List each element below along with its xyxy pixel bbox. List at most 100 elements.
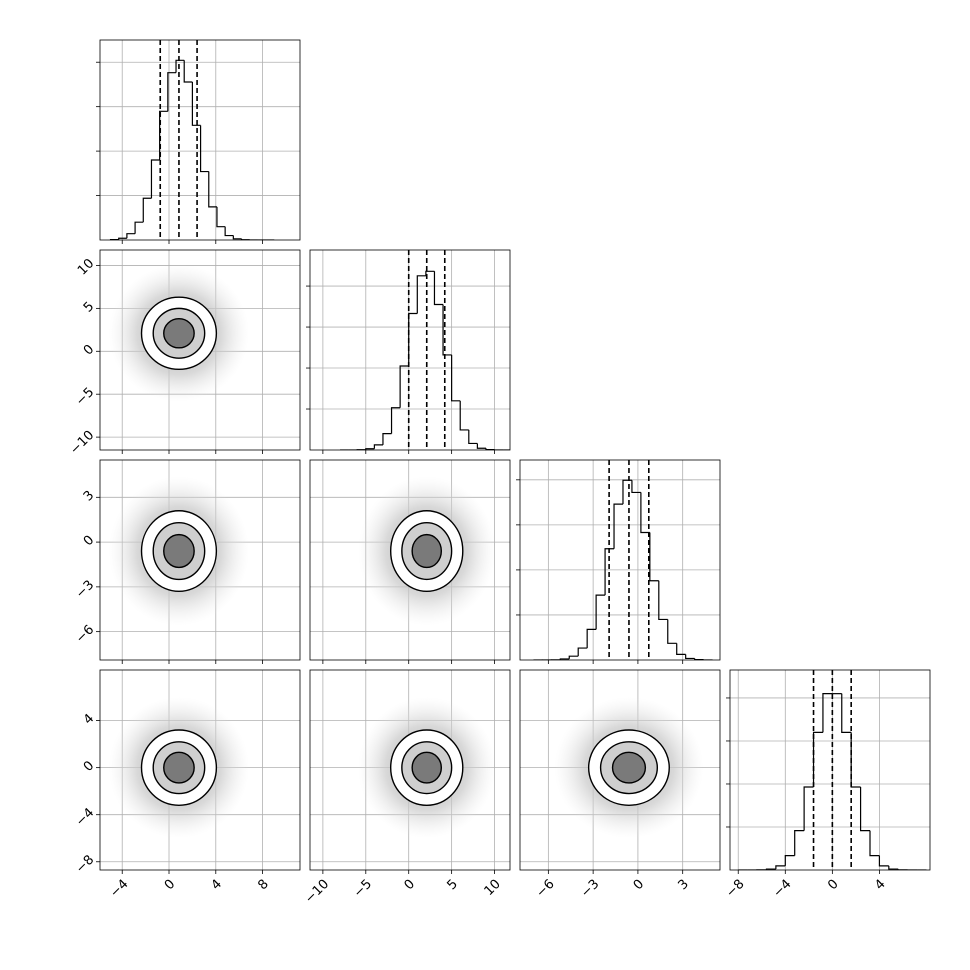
- x-tick-label: 4: [209, 877, 225, 893]
- panel-content: [520, 460, 720, 660]
- panel: [729, 669, 931, 871]
- hist-bin: [232, 235, 242, 240]
- hist-bin: [822, 693, 833, 733]
- panel: [309, 459, 511, 661]
- y-tick-label: 5: [81, 299, 97, 315]
- hist-bin: [459, 400, 469, 431]
- hist-bin: [150, 159, 160, 199]
- panel-content: [520, 670, 720, 870]
- panel-frame: [99, 39, 301, 241]
- x-tick-label: 0: [825, 877, 841, 893]
- hist-bin: [775, 865, 786, 870]
- x-tick-label: 0: [631, 877, 647, 893]
- x-tick-label: 3: [676, 877, 692, 893]
- x-tick-label: −5: [351, 877, 375, 901]
- panel-frame: [519, 669, 721, 871]
- hist-bin: [118, 237, 127, 240]
- panel: [309, 249, 511, 451]
- panel-content: [730, 670, 930, 870]
- x-tick-label: 4: [872, 877, 888, 893]
- hist-bin: [216, 206, 226, 228]
- panel-frame: [99, 669, 301, 871]
- hist-bin: [676, 643, 686, 655]
- y-tick-label: 4: [81, 711, 97, 727]
- y-tick-label: −4: [73, 805, 97, 829]
- panel: [99, 669, 301, 871]
- hist-bin: [878, 855, 889, 867]
- hist-bin: [622, 479, 632, 505]
- x-tick-label: −10: [302, 877, 332, 907]
- panel-content: [310, 670, 510, 870]
- contour: [163, 533, 195, 569]
- hist-bin: [841, 693, 852, 733]
- hist-bin: [365, 448, 375, 450]
- y-tick-label: −8: [73, 852, 97, 876]
- hist-bin: [888, 865, 899, 870]
- hist-bin: [595, 594, 606, 630]
- hist-bin: [408, 312, 418, 366]
- hist-bin: [812, 731, 823, 787]
- x-tick-label: −4: [107, 877, 131, 901]
- hist-bin: [224, 226, 234, 237]
- panel-content: [100, 460, 300, 660]
- contour: [611, 751, 647, 784]
- hist-bin: [485, 448, 495, 450]
- contour: [411, 751, 443, 784]
- y-tick-label: 0: [81, 533, 97, 549]
- hist-bin: [869, 830, 880, 857]
- hist-bin: [577, 647, 588, 657]
- hist-bin: [658, 580, 668, 621]
- panel: [99, 39, 301, 241]
- x-tick-label: 0: [402, 877, 418, 893]
- x-tick-label: 5: [444, 877, 460, 893]
- hist-bin: [433, 271, 444, 306]
- panel-frame: [519, 459, 721, 661]
- y-tick-label: 0: [81, 342, 97, 358]
- hist-bin: [134, 221, 144, 234]
- panel-content: [100, 670, 300, 870]
- hist-bin: [468, 429, 478, 445]
- hist-bin: [167, 72, 177, 112]
- hist-bin: [126, 233, 136, 239]
- x-tick-label: 8: [255, 877, 271, 893]
- hist-bin: [784, 854, 795, 866]
- hist-bin: [586, 628, 597, 649]
- hist-bin: [425, 270, 435, 276]
- hist-bin: [631, 480, 641, 494]
- panel: [519, 459, 721, 661]
- hist-bin: [667, 619, 677, 644]
- hist-bin: [240, 238, 250, 240]
- hist-bin: [850, 732, 861, 788]
- panel-frame: [99, 249, 301, 451]
- y-tick-label: 10: [75, 256, 97, 278]
- x-tick-label: −6: [533, 877, 557, 901]
- hist-bin: [390, 407, 401, 434]
- x-tick-label: 10: [482, 877, 504, 899]
- hist-bin: [142, 197, 152, 223]
- panel-frame: [99, 459, 301, 661]
- panel-frame: [309, 669, 511, 871]
- x-tick-label: −4: [770, 877, 794, 901]
- y-tick-label: −3: [73, 578, 97, 602]
- y-tick-label: 0: [81, 758, 97, 774]
- hist-bin: [451, 354, 461, 402]
- hist-bin: [649, 532, 659, 582]
- hist-bin: [159, 110, 168, 160]
- panel-frame: [309, 249, 511, 451]
- panel: [519, 669, 721, 871]
- hist-bin: [859, 786, 870, 832]
- hist-bin: [765, 868, 776, 870]
- hist-bin: [794, 830, 805, 856]
- y-tick-label: −6: [73, 622, 97, 646]
- hist-bin: [382, 433, 392, 445]
- hist-bin: [208, 171, 217, 208]
- hist-bin: [604, 548, 615, 596]
- contour: [163, 317, 195, 349]
- x-tick-label: −3: [578, 877, 602, 901]
- panel-content: [310, 460, 510, 660]
- hist-bin: [803, 786, 814, 831]
- y-tick-label: −10: [67, 428, 97, 458]
- hist-bin: [640, 492, 650, 534]
- panel-frame: [309, 459, 511, 661]
